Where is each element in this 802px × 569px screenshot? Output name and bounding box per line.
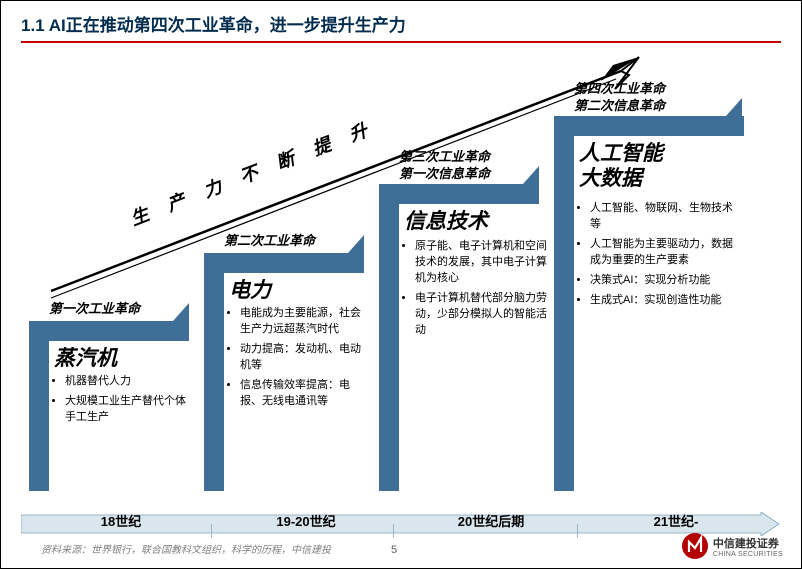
step-label-4: 第四次工业革命 第二次信息革命	[574, 81, 665, 115]
diagonal-label: 生 产 力 不 断 提 升	[126, 114, 378, 231]
source-text: 资料来源：世界银行，联合国教科文组织，科学的历程，中信建投	[41, 541, 331, 556]
step-points-1: 机器替代人力 大规模工业生产替代个体手工生产	[51, 374, 191, 430]
step-label-2: 第二次工业革命	[224, 233, 315, 250]
bullet: 大规模工业生产替代个体手工生产	[65, 394, 191, 426]
step-points-3: 原子能、电子计算机和空间技术的发展，其中电子计算机为核心 电子计算机替代部分脑力…	[401, 239, 551, 343]
step-tri-1	[173, 303, 189, 321]
bullet: 动力提高：发动机、电动机等	[240, 342, 371, 374]
logo-icon	[681, 532, 709, 560]
slide-title: 1.1 AI正在推动第四次工业革命，进一步提升生产力	[21, 11, 406, 36]
company-logo: 中信建投证券 CHINA SECURITIES	[681, 532, 783, 560]
bullet: 电能成为主要能源，社会生产力远超蒸汽时代	[240, 306, 371, 338]
step-tri-2	[348, 235, 364, 253]
timeline-tick	[393, 524, 394, 538]
bullet: 人工智能、物联网、生物技术等	[590, 201, 741, 233]
bullet: 机器替代人力	[65, 374, 191, 390]
timeline-label-3: 20世纪后期	[436, 511, 546, 530]
step-label-3: 第三次工业革命 第一次信息革命	[399, 149, 490, 183]
logo-cn: 中信建投证券	[713, 535, 783, 551]
step-points-2: 电能成为主要能源，社会生产力远超蒸汽时代 动力提高：发动机、电动机等 信息传输效…	[226, 306, 371, 414]
bullet: 信息传输效率提高：电报、无线电通讯等	[240, 378, 371, 410]
step-title-1: 蒸汽机	[54, 346, 117, 371]
timeline-label-1: 18世纪	[81, 511, 161, 530]
bullet: 人工智能为主要驱动力，数据成为重要的生产要素	[590, 237, 741, 269]
step-title-4: 人工智能 大数据	[579, 141, 663, 191]
logo-en: CHINA SECURITIES	[713, 551, 783, 558]
title-rule	[21, 41, 781, 43]
step-title-2: 电力	[229, 278, 271, 303]
timeline-label-2: 19-20世纪	[256, 511, 356, 530]
bullet: 电子计算机替代部分脑力劳动，少部分模拟人的智能活动	[415, 291, 551, 339]
step-points-4: 人工智能、物联网、生物技术等 人工智能为主要驱动力，数据成为重要的生产要素 决策…	[576, 201, 741, 313]
bullet: 决策式AI：实现分析功能	[590, 273, 741, 289]
timeline-label-4: 21世纪-	[631, 511, 721, 530]
step-label-1: 第一次工业革命	[49, 301, 140, 318]
bullet: 原子能、电子计算机和空间技术的发展，其中电子计算机为核心	[415, 239, 551, 287]
step-title-3: 信息技术	[404, 209, 488, 234]
page-number: 5	[391, 544, 397, 556]
step-tri-4	[726, 98, 742, 116]
timeline-tick	[577, 524, 578, 538]
bullet: 生成式AI：实现创造性功能	[590, 293, 741, 309]
step-tri-3	[523, 166, 539, 184]
timeline-tick	[211, 524, 212, 538]
